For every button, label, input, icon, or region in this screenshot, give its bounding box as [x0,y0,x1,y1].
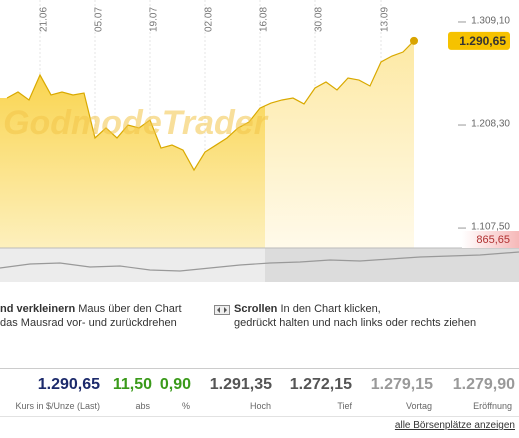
x-tick-label: 02.08 [204,7,215,32]
y-tick-label: 1.107,50 [471,222,510,233]
quote-value: 1.279,90 [452,376,515,393]
x-tick-label: 13.09 [380,7,391,32]
help-text: das Mausrad vor- und zurückdrehen [0,317,177,329]
quote-label: Kurs in $/Unze (Last) [15,401,100,411]
price-line [6,40,415,172]
quote-label: Eröffnung [473,401,512,411]
help-text: gedrückt halten und nach links oder rech… [234,317,477,329]
scroll-icon [214,305,230,315]
help-title: nd verkleinern [0,303,76,315]
separator [0,416,519,417]
navigator-right [265,248,519,282]
x-tick-label: 21.06 [39,7,50,32]
quote-label: Vortag [405,401,432,411]
quote-value: 1.279,15 [370,376,433,393]
help-title: Scrollen [234,303,278,315]
quote-label: % [181,401,190,411]
last-value-label: 1.290,65 [459,34,506,48]
quote-value: 0,90 [159,376,191,393]
quote-label: Hoch [249,401,271,411]
y-tick-label: 1.309,10 [471,16,510,27]
help-zoom: nd verkleinern Maus über den Chart [0,303,182,315]
marker-label: 865,65 [476,234,510,246]
area-fill [0,75,265,248]
x-tick-label: 30.08 [314,7,325,32]
marker-box [462,231,519,248]
navigator-line [0,251,519,272]
x-tick-label: 19.07 [149,7,160,32]
help-scroll: Scrollen In den Chart klicken, [234,303,381,315]
quote-value: 1.291,35 [209,376,272,393]
quote-label: abs [135,401,150,411]
help-text: In den Chart klicken, [280,303,381,315]
x-tick-label: 16.08 [259,7,270,32]
quote-label: Tief [337,401,352,411]
chart: GodmodeTrader 21.06 05.07 19.07 02.08 16.08 3… [0,0,519,282]
area-fill [265,40,414,248]
last-point [410,36,418,45]
x-tick-label: 05.07 [94,7,105,32]
exchanges-link[interactable]: alle Börsenplätze anzeigen [394,420,515,431]
quote-value: 1.290,65 [37,376,100,393]
watermark: GodmodeTrader [3,104,269,142]
y-tick-label: 1.208,30 [471,119,510,130]
last-value-box [448,31,510,50]
help-text: Maus über den Chart [78,303,182,315]
quote-value: 11,50 [112,376,152,393]
separator [0,368,519,369]
quote-value: 1.272,15 [289,376,352,393]
navigator-left [0,248,265,282]
